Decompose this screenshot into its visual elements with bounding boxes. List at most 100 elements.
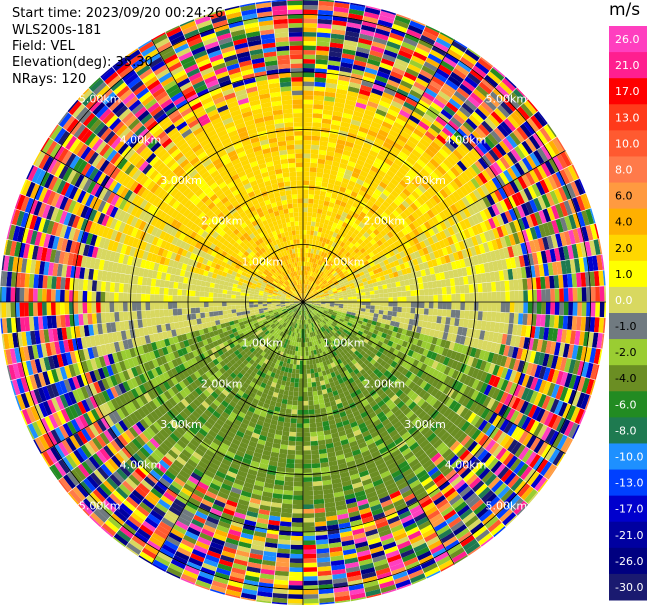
velocity-gate [477, 311, 483, 321]
velocity-gate [425, 394, 435, 404]
velocity-gate [530, 473, 544, 489]
velocity-gate [498, 81, 513, 95]
velocity-gate [315, 269, 320, 274]
velocity-gate [411, 149, 422, 159]
velocity-gate [344, 169, 353, 176]
velocity-gate [390, 70, 404, 80]
velocity-gate [359, 271, 365, 277]
velocity-gate [370, 145, 381, 154]
velocity-gate [372, 83, 385, 92]
velocity-gate [496, 333, 503, 344]
velocity-gate [590, 302, 596, 317]
velocity-gate [347, 306, 353, 310]
velocity-gate [441, 286, 447, 295]
velocity-gate [303, 99, 314, 105]
velocity-gate [500, 121, 513, 135]
velocity-gate [336, 171, 345, 178]
velocity-gate [567, 273, 573, 288]
velocity-gate [449, 152, 460, 164]
velocity-gate [375, 173, 384, 182]
velocity-gate [361, 146, 371, 154]
velocity-gate [406, 205, 415, 214]
velocity-gate [328, 55, 342, 62]
velocity-gate [521, 140, 533, 155]
velocity-gate [387, 310, 393, 316]
velocity-gate [344, 318, 350, 322]
velocity-gate [549, 398, 560, 414]
velocity-gate [359, 247, 366, 254]
velocity-gate [425, 57, 440, 68]
velocity-gate [324, 317, 329, 322]
velocity-gate [314, 254, 319, 260]
velocity-gate [499, 434, 511, 448]
velocity-gate [533, 439, 545, 454]
velocity-gate [355, 51, 369, 59]
velocity-gate [508, 312, 515, 324]
velocity-gate [356, 46, 370, 55]
velocity-gate [334, 260, 339, 266]
velocity-gate [487, 206, 496, 218]
velocity-gate [287, 598, 303, 604]
velocity-gate [511, 397, 521, 410]
velocity-gate [341, 154, 350, 161]
velocity-gate [373, 235, 380, 243]
velocity-gate [345, 275, 352, 280]
velocity-gate [427, 174, 437, 185]
velocity-gate [374, 32, 389, 41]
velocity-gate [395, 138, 406, 148]
velocity-gate [471, 368, 480, 379]
velocity-gate [463, 183, 473, 194]
velocity-gate [316, 41, 330, 47]
velocity-gate [334, 97, 346, 104]
velocity-gate [527, 290, 533, 302]
velocity-gate [347, 302, 353, 305]
velocity-gate [329, 307, 334, 311]
velocity-gate [360, 122, 371, 130]
velocity-gate [465, 266, 472, 276]
velocity-gate [512, 206, 522, 220]
velocity-gate [498, 270, 505, 281]
velocity-gate [354, 336, 360, 342]
velocity-gate [532, 456, 545, 471]
velocity-gate [351, 68, 365, 76]
velocity-gate [303, 508, 315, 514]
velocity-gate [368, 185, 377, 193]
velocity-gate [293, 495, 303, 500]
velocity-gate [308, 262, 312, 267]
velocity-gate [455, 212, 464, 222]
velocity-gate [303, 216, 308, 222]
velocity-gate [432, 308, 438, 316]
velocity-gate [477, 58, 493, 71]
velocity-gate [410, 132, 422, 142]
velocity-gate [420, 340, 428, 349]
velocity-gate [529, 420, 540, 435]
velocity-gate [311, 304, 316, 307]
velocity-gate [560, 260, 567, 275]
velocity-gate [315, 376, 320, 382]
velocity-gate [359, 253, 365, 260]
velocity-gate [352, 267, 358, 273]
velocity-gate [367, 279, 373, 285]
velocity-gate [303, 162, 310, 168]
velocity-gate [364, 288, 370, 292]
velocity-gate [303, 248, 306, 253]
velocity-gate [367, 319, 373, 325]
velocity-gate [467, 95, 481, 108]
velocity-gate [448, 193, 458, 204]
velocity-gate [482, 196, 492, 208]
velocity-gate [303, 351, 306, 356]
velocity-gate [318, 0, 334, 7]
velocity-gate [303, 477, 313, 483]
velocity-gate [567, 344, 575, 359]
velocity-gate [303, 104, 313, 109]
velocity-gate [499, 280, 506, 292]
velocity-gate [389, 277, 396, 284]
velocity-gate [422, 91, 435, 102]
velocity-gate [419, 289, 425, 296]
velocity-gate [345, 315, 351, 320]
velocity-gate [482, 350, 490, 362]
velocity-gate [357, 130, 368, 138]
velocity-gate [424, 328, 431, 336]
velocity-gate [408, 373, 417, 382]
velocity-gate [474, 391, 484, 403]
